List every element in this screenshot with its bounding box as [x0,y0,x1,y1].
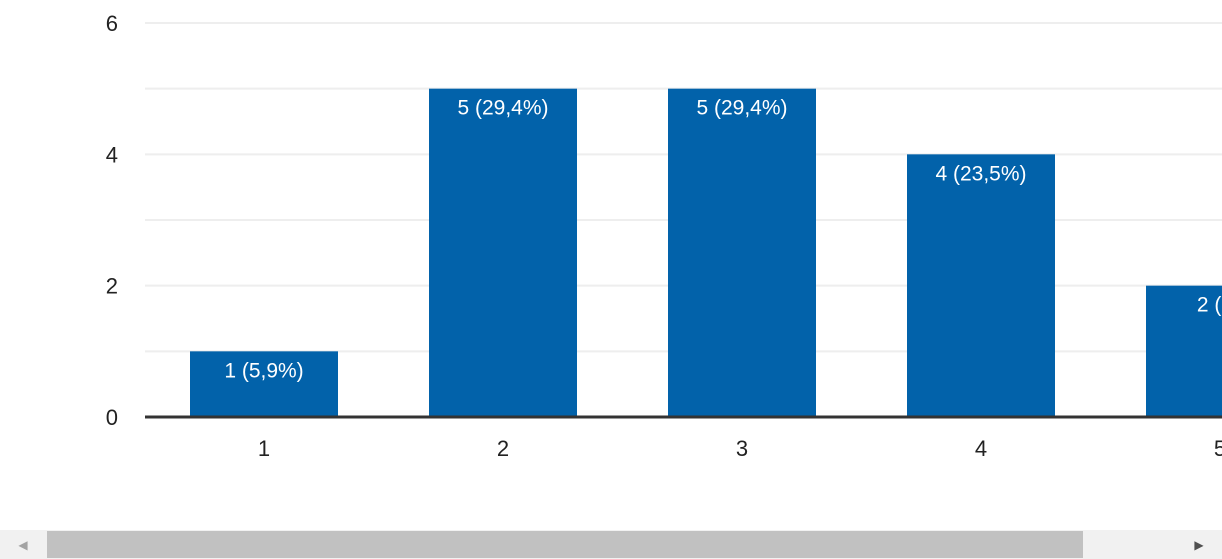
y-tick-label: 4 [106,142,118,167]
bar [668,88,816,418]
scroll-right-arrow-icon[interactable]: ▶ [1194,537,1204,552]
y-tick-label: 6 [106,11,118,36]
bar [190,351,338,417]
bar-data-label: 5 (29,4%) [696,97,787,120]
y-tick-label: 0 [106,405,118,430]
bar-data-label: 2 (11 [1197,294,1222,317]
x-tick-label: 5 [1214,436,1222,461]
bar-chart: 0 2 4 6 1 (5,9%) 1 5 (29,4%) 2 5 (29,4%) 3 4 (23,5… [106,11,1222,461]
bar [429,88,577,418]
horizontal-scrollbar[interactable]: ◀ ▶ [0,530,1222,559]
bar-data-label: 1 (5,9%) [224,359,303,382]
scroll-left-arrow-icon[interactable]: ◀ [18,537,28,552]
x-tick-label: 4 [975,436,987,461]
bar-data-label: 4 (23,5%) [935,162,1026,185]
y-tick-label: 2 [106,274,118,299]
bar-data-label: 5 (29,4%) [457,97,548,120]
scrollbar-thumb[interactable] [47,531,1083,558]
x-tick-label: 3 [736,436,748,461]
x-tick-label: 1 [258,436,270,461]
x-tick-label: 2 [497,436,509,461]
bar [907,154,1055,418]
bar [1146,285,1222,417]
